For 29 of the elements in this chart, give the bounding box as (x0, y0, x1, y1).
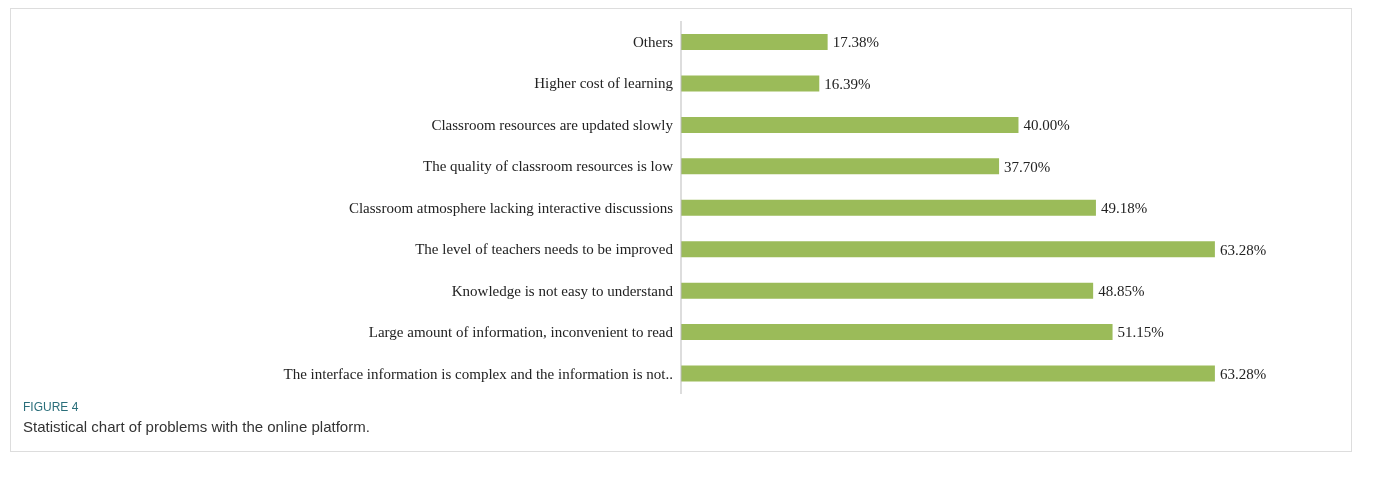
data-label: 49.18% (1100, 200, 1148, 217)
data-label: 48.85% (1098, 282, 1145, 299)
data-label: 63.28% (1219, 241, 1267, 258)
y-tick-label: Higher cost of learning (534, 75, 674, 92)
y-tick-label: Classroom resources are updated slowly (431, 116, 674, 133)
data-label: 51.15% (1117, 324, 1164, 341)
bar (681, 365, 1215, 382)
bar (681, 324, 1113, 341)
bar (681, 116, 1019, 133)
caption: FIGURE 4 (23, 400, 80, 414)
y-tick-label: The interface information is complex and the information is not.. (283, 365, 673, 382)
y-tick-label: The quality of classroom resources is low (423, 158, 674, 175)
data-label: 40.00% (1023, 117, 1070, 134)
bar (681, 282, 1094, 299)
bar (681, 158, 1000, 175)
data-label: 37.70% (1004, 158, 1051, 175)
data-label: 16.39% (824, 75, 871, 92)
bar (681, 241, 1215, 258)
text: Statistical chart of problems with the online platform. (23, 418, 371, 435)
y-tick-label: Large amount of information, inconvenient to read (368, 324, 674, 341)
data-label: 17.38% (832, 34, 879, 51)
bar (681, 199, 1096, 216)
y-tick-label: The level of teachers needs to be improved (415, 241, 674, 258)
y-tick-label: Others (633, 34, 674, 51)
data-label: 63.28% (1219, 365, 1267, 382)
y-tick-label: Knowledge is not easy to understand (451, 282, 674, 299)
bar (681, 34, 828, 50)
bar (681, 75, 820, 92)
y-tick-label: Classroom atmosphere lacking interactive discussions (348, 199, 674, 216)
